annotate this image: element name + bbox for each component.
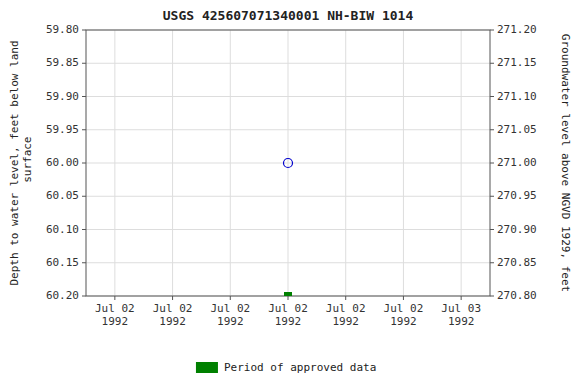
text-line: 1992 xyxy=(102,315,129,328)
tick xyxy=(461,296,462,300)
tick xyxy=(490,296,494,297)
text-line: 1992 xyxy=(217,315,244,328)
y2-axis: 271.20 271.15 271.10 271.05 271.00 270.95 270.… xyxy=(490,23,537,302)
tick xyxy=(345,296,346,300)
tick xyxy=(490,129,494,130)
tick xyxy=(82,229,86,230)
tick-label: 271.10 xyxy=(497,90,537,103)
tick-label: 60.15 xyxy=(46,256,79,269)
legend-swatch xyxy=(196,362,218,373)
tick xyxy=(172,296,173,300)
point xyxy=(285,293,292,297)
tick-label: 270.85 xyxy=(497,256,537,269)
text-line: 1992 xyxy=(159,315,186,328)
text-line: 1992 xyxy=(275,315,302,328)
point xyxy=(284,159,293,168)
grid-line xyxy=(114,30,115,296)
tick xyxy=(490,163,494,164)
text-line: Jul 02 xyxy=(268,302,308,315)
background xyxy=(0,0,576,384)
tick xyxy=(490,229,494,230)
axis-label: Depth to water level, feet below land su… xyxy=(8,40,34,285)
tick xyxy=(490,196,494,197)
tick-label: Jul 021992 xyxy=(153,302,193,328)
text-line: Depth to water level, feet below land xyxy=(8,40,21,285)
tick-label: 59.85 xyxy=(46,56,79,69)
text-line: surface xyxy=(21,137,34,190)
plot-frame xyxy=(86,30,490,296)
tick-label: Jul 031992 xyxy=(441,302,481,328)
tick xyxy=(82,96,86,97)
grid xyxy=(86,30,490,296)
tick-label: 270.95 xyxy=(497,189,537,202)
tick-label: Jul 021992 xyxy=(384,302,424,328)
tick-label: 60.20 xyxy=(46,289,79,302)
text-line: Jul 02 xyxy=(384,302,424,315)
text-line: Jul 02 xyxy=(326,302,366,315)
tick xyxy=(82,129,86,130)
tick-label: 60.10 xyxy=(46,223,79,236)
tick-label: 271.05 xyxy=(497,123,537,136)
tick xyxy=(288,296,289,300)
text-line: Jul 02 xyxy=(95,302,135,315)
grid-line xyxy=(172,30,173,296)
text-line: 1992 xyxy=(390,315,417,328)
text-line: Jul 02 xyxy=(210,302,250,315)
text-line: Jul 02 xyxy=(153,302,193,315)
tick xyxy=(82,30,86,31)
grid-line xyxy=(461,30,462,296)
tick xyxy=(230,296,231,300)
x-axis: Jul 021992Jul 021992Jul 021992Jul 021992… xyxy=(95,296,481,328)
grid-line xyxy=(345,30,346,296)
tick-label: 271.00 xyxy=(497,156,537,169)
marks xyxy=(284,159,293,297)
tick-label: Jul 021992 xyxy=(326,302,366,328)
text-line: Jul 03 xyxy=(441,302,481,315)
tick-label: 60.00 xyxy=(46,156,79,169)
grid-line xyxy=(288,30,289,296)
tick xyxy=(114,296,115,300)
tick xyxy=(82,163,86,164)
grid-line xyxy=(403,30,404,296)
tick xyxy=(82,296,86,297)
tick xyxy=(82,63,86,64)
grid-line xyxy=(230,30,231,296)
tick-label: 59.80 xyxy=(46,23,79,36)
tick-label: 60.05 xyxy=(46,189,79,202)
tick-label: 271.15 xyxy=(497,56,537,69)
text-line: 1992 xyxy=(332,315,359,328)
y-axis: 59.80 59.85 59.90 59.95 60.00 60.05 60.10 60.15… xyxy=(46,23,86,302)
tick xyxy=(82,262,86,263)
tick xyxy=(403,296,404,300)
tick xyxy=(490,30,494,31)
legend-label: Period of approved data xyxy=(224,361,376,374)
tick-label: Jul 021992 xyxy=(210,302,250,328)
tick-label: 59.95 xyxy=(46,123,79,136)
tick xyxy=(490,262,494,263)
chart: 59.80 59.85 59.90 59.95 60.00 60.05 60.10 60.15… xyxy=(0,0,576,384)
tick xyxy=(82,196,86,197)
title: USGS 425607071340001 NH-BIW 1014 xyxy=(163,8,414,23)
text-line: 1992 xyxy=(448,315,475,328)
tick-label: Jul 021992 xyxy=(95,302,135,328)
tick-label: 59.90 xyxy=(46,90,79,103)
axis-label: Groundwater level above NGVD 1929, feet xyxy=(559,34,572,292)
tick-label: 271.20 xyxy=(497,23,537,36)
tick-label: Jul 021992 xyxy=(268,302,308,328)
tick xyxy=(490,96,494,97)
tick-label: 270.90 xyxy=(497,223,537,236)
tick xyxy=(490,63,494,64)
legend: Period of approved data xyxy=(196,361,376,374)
tick-label: 270.80 xyxy=(497,289,537,302)
